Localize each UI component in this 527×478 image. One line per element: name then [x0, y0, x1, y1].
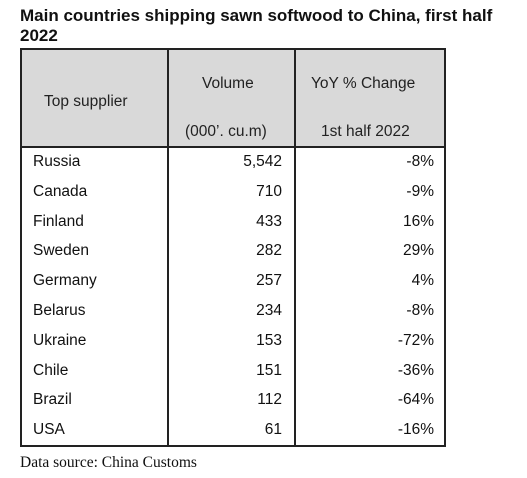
table-row: Belarus 234 -8%: [22, 297, 444, 327]
country-cell: Ukraine: [33, 331, 87, 349]
volume-cell: 282: [256, 242, 282, 260]
volume-cell: 5,542: [243, 153, 282, 170]
table-row: Brazil 112 -64%: [22, 386, 444, 416]
change-cell: -9%: [406, 182, 434, 200]
header-yoy-change: YoY % Change: [311, 75, 416, 92]
change-cell: 29%: [402, 242, 434, 260]
column-divider: [294, 50, 296, 445]
change-cell: -8%: [406, 153, 434, 170]
country-cell: Canada: [33, 182, 88, 200]
table-row: Ukraine 153 -72%: [22, 327, 444, 357]
table-row: Chile 151 -36%: [22, 357, 444, 387]
country-cell: Brazil: [33, 391, 72, 409]
page-title: Main countries shipping sawn softwood to…: [20, 6, 493, 45]
table-row: Germany 257 4%: [22, 267, 444, 297]
volume-cell: 234: [256, 301, 282, 319]
volume-cell: 153: [256, 331, 282, 349]
column-divider: [167, 50, 169, 445]
country-cell: Sweden: [33, 242, 90, 260]
change-cell: 4%: [411, 272, 434, 290]
volume-cell: 710: [256, 182, 282, 200]
header-change-period: 1st half 2022: [321, 123, 410, 140]
header-volume: Volume: [202, 75, 254, 92]
table-row: Russia 5,542 -8%: [22, 148, 444, 178]
volume-cell: 257: [256, 272, 282, 290]
supplier-table: Top supplier Volume (000’. cu.m) YoY % C…: [20, 48, 446, 447]
change-cell: -16%: [397, 421, 434, 439]
country-cell: Finland: [33, 212, 84, 230]
volume-cell: 61: [264, 421, 282, 439]
volume-cell: 433: [256, 212, 282, 230]
change-cell: -36%: [397, 361, 434, 379]
header-volume-unit: (000’. cu.m): [185, 123, 267, 140]
volume-cell: 112: [257, 391, 282, 409]
country-cell: Russia: [33, 153, 81, 170]
data-source-note: Data source: China Customs: [20, 454, 197, 471]
change-cell: 16%: [402, 212, 434, 230]
country-cell: Belarus: [33, 301, 86, 319]
table-row: Canada 710 -9%: [22, 178, 444, 208]
table-header: Top supplier Volume (000’. cu.m) YoY % C…: [22, 50, 444, 148]
table-row: Finland 433 16%: [22, 208, 444, 238]
volume-cell: 151: [256, 361, 282, 379]
change-cell: -72%: [397, 331, 434, 349]
change-cell: -64%: [397, 391, 434, 409]
table-row: Sweden 282 29%: [22, 237, 444, 267]
table-row: USA 61 -16%: [22, 416, 444, 446]
change-cell: -8%: [406, 301, 434, 319]
table-body: Russia 5,542 -8% Canada 710 -9% Finland …: [22, 148, 444, 446]
country-cell: Germany: [33, 272, 97, 290]
country-cell: Chile: [33, 361, 69, 379]
country-cell: USA: [33, 421, 65, 439]
header-top-supplier: Top supplier: [44, 93, 128, 110]
